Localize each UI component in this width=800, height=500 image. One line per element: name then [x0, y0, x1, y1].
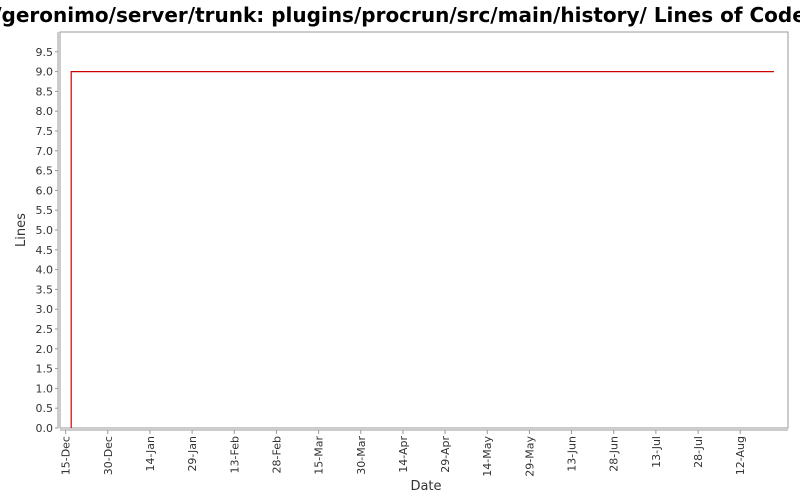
y-tick-label: 3.0 — [36, 303, 54, 316]
y-axis-label: Lines — [14, 213, 29, 247]
y-axis-ticks: 0.0 0.5 1.0 1.5 2.0 2.5 3.0 3.5 4.0 4.5 5.0 5.5 6.0 6… — [36, 46, 58, 435]
y-tick-label: 1.0 — [36, 382, 54, 395]
x-tick-label: 13-Jun — [566, 436, 579, 472]
x-tick-label: 14-Jan — [144, 436, 157, 472]
x-tick-label: 28-Jun — [608, 436, 621, 472]
series-layer — [70, 70, 774, 428]
x-tick-label: 13-Feb — [228, 436, 241, 473]
y-tick-label: 2.5 — [36, 323, 54, 336]
y-tick-label: 4.5 — [36, 244, 54, 257]
x-tick-label: 15-Dec — [60, 436, 73, 475]
x-tick-label: 14-May — [481, 436, 494, 477]
y-tick-label: 9.5 — [36, 46, 54, 59]
x-tick-label: 28-Feb — [270, 436, 283, 473]
plot-area — [59, 31, 789, 429]
y-tick-label: 7.5 — [36, 125, 54, 138]
y-tick-label: 8.0 — [36, 105, 54, 118]
x-tick-label: 30-Dec — [102, 436, 115, 475]
y-tick-label: 3.5 — [36, 283, 54, 296]
x-tick-label: 12-Aug — [734, 436, 747, 475]
series-line — [70, 70, 774, 428]
y-tick-label: 8.5 — [36, 85, 54, 98]
y-tick-label: 0.0 — [36, 422, 54, 435]
y-tick-label: 5.0 — [36, 224, 54, 237]
y-tick-label: 7.0 — [36, 145, 54, 158]
x-tick-label: 14-Apr — [397, 436, 410, 473]
x-tick-label: 29-Apr — [439, 436, 452, 473]
x-tick-label: 30-Mar — [355, 436, 368, 475]
y-tick-label: 4.0 — [36, 264, 54, 277]
y-tick-label: 6.0 — [36, 184, 54, 197]
y-tick-label: 9.0 — [36, 66, 54, 79]
x-axis-label: Date — [410, 479, 441, 494]
x-tick-label: 29-May — [523, 436, 536, 477]
x-tick-label: 29-Jan — [186, 436, 199, 472]
x-tick-label: 13-Jul — [650, 436, 663, 468]
y-tick-label: 2.0 — [36, 343, 54, 356]
x-axis-ticks: 15-Dec 30-Dec 14-Jan 29-Jan 13-Feb 28-Feb 15-M… — [60, 430, 747, 477]
y-tick-label: 5.5 — [36, 204, 54, 217]
chart-title: /geronimo/server/trunk: plugins/procrun/… — [0, 3, 800, 27]
y-tick-label: 0.5 — [36, 402, 54, 415]
x-tick-label: 15-Mar — [313, 436, 326, 475]
y-tick-label: 1.5 — [36, 363, 54, 376]
x-tick-label: 28-Jul — [692, 436, 705, 468]
y-tick-label: 6.5 — [36, 165, 54, 178]
